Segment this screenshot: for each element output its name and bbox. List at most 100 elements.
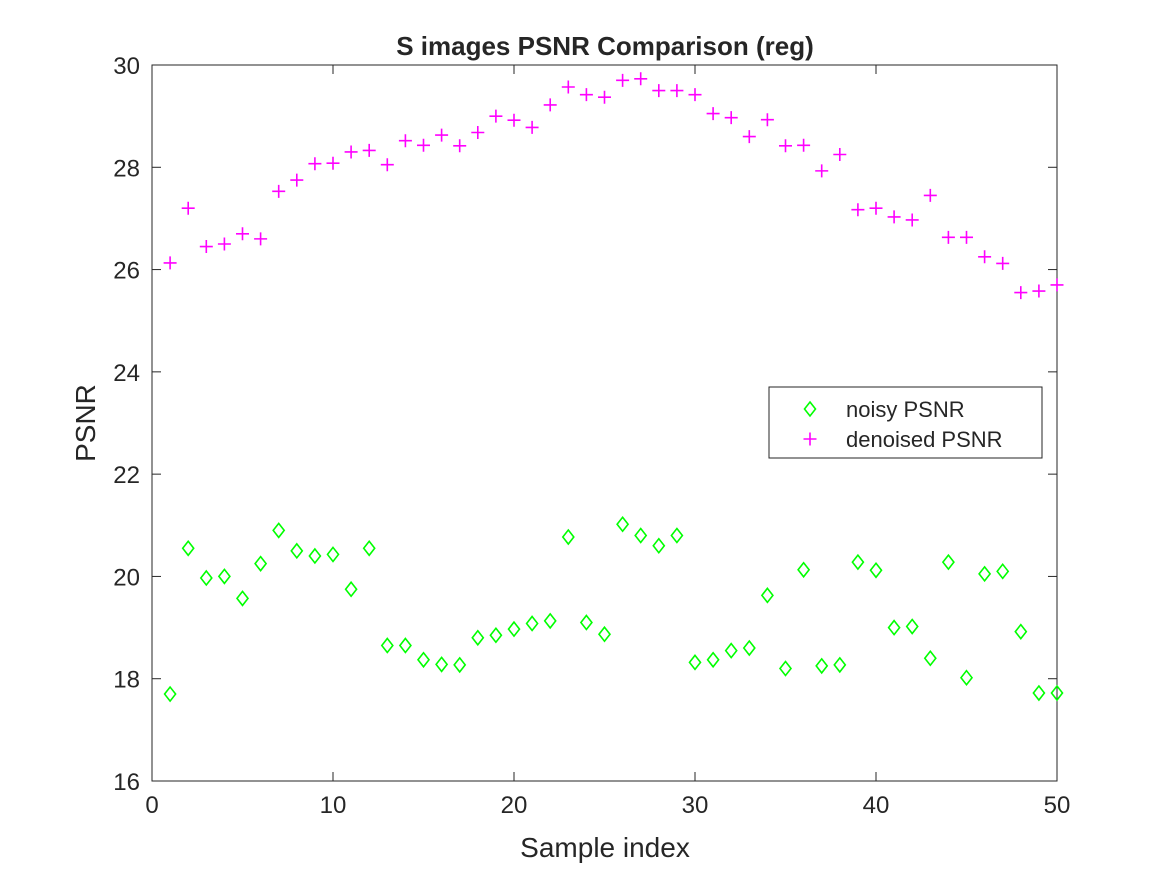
data-point	[1050, 278, 1064, 292]
data-point	[670, 84, 684, 98]
data-point	[290, 173, 304, 187]
data-point	[398, 134, 412, 148]
data-point	[380, 637, 394, 654]
data-point	[923, 188, 937, 202]
data-point	[163, 685, 177, 703]
data-point	[634, 527, 648, 544]
data-point	[996, 563, 1010, 580]
y-tick-label: 18	[113, 667, 140, 694]
x-tick-label: 20	[501, 792, 528, 819]
y-tick-label: 30	[113, 53, 140, 80]
data-point	[941, 230, 955, 244]
data-point	[760, 587, 774, 604]
legend-label-noisy: noisy PSNR	[846, 397, 965, 422]
data-point	[706, 651, 720, 669]
data-point	[978, 250, 992, 264]
data-point	[1014, 623, 1028, 640]
data-point	[235, 590, 250, 607]
x-axis: 0 10 20 30 40 50	[145, 65, 1070, 819]
data-point	[308, 157, 322, 171]
data-point	[941, 553, 955, 571]
data-point	[561, 528, 575, 546]
data-point	[742, 130, 756, 144]
data-point	[236, 227, 249, 241]
data-point	[688, 654, 702, 671]
y-tick-label: 28	[113, 155, 140, 182]
data-point	[815, 164, 829, 178]
data-point	[435, 128, 449, 142]
x-tick-label: 50	[1044, 792, 1071, 819]
data-point	[652, 537, 666, 555]
x-axis-label: Sample index	[520, 832, 690, 863]
data-point	[489, 626, 503, 644]
data-point	[272, 184, 286, 198]
data-point	[779, 139, 792, 153]
x-tick-label: 0	[145, 792, 158, 819]
data-point	[996, 256, 1010, 270]
data-point	[199, 569, 213, 587]
data-point	[724, 642, 738, 659]
data-point	[670, 527, 684, 544]
data-point	[326, 156, 340, 170]
data-point	[344, 145, 358, 159]
data-point	[597, 625, 612, 643]
data-point	[453, 139, 467, 153]
data-point	[887, 619, 901, 636]
data-point	[1032, 284, 1046, 298]
y-axis-label: PSNR	[70, 384, 101, 462]
data-point	[471, 629, 485, 647]
y-tick-label: 16	[113, 769, 140, 796]
series-noisy	[163, 515, 1064, 703]
y-tick-label: 26	[113, 258, 140, 285]
data-point	[742, 639, 756, 657]
legend-box	[768, 386, 1043, 459]
data-point	[380, 158, 394, 172]
data-point	[272, 522, 286, 539]
data-point	[579, 614, 593, 631]
x-tick-label: 40	[863, 792, 890, 819]
data-point	[290, 542, 304, 560]
data-point	[688, 88, 702, 102]
data-point	[181, 540, 195, 557]
legend-diamond-icon	[803, 400, 817, 418]
data-point	[1014, 286, 1028, 300]
y-tick-label: 20	[113, 564, 140, 591]
data-point	[616, 73, 630, 87]
data-point	[634, 72, 648, 86]
data-point	[851, 203, 865, 217]
data-point	[254, 555, 268, 572]
legend-label-denoised: denoised PSNR	[846, 427, 1003, 452]
data-point	[652, 84, 666, 98]
data-point	[869, 201, 883, 215]
data-point	[978, 565, 992, 583]
data-point	[217, 568, 231, 585]
x-tick-label: 30	[682, 792, 709, 819]
y-axis: 16 18 20 22 24 26 28 30	[113, 53, 1057, 796]
data-point	[163, 256, 177, 270]
data-point	[344, 580, 358, 598]
data-point	[507, 620, 521, 638]
data-point	[905, 213, 919, 227]
data-point	[1050, 684, 1064, 702]
chart-title: S images PSNR Comparison (reg)	[396, 31, 814, 61]
data-point	[326, 546, 340, 563]
data-point	[960, 230, 973, 244]
legend-plus-icon	[803, 432, 817, 446]
data-point	[417, 138, 430, 152]
x-tick-label: 10	[320, 792, 347, 819]
data-point	[199, 240, 213, 254]
data-point	[217, 237, 231, 251]
data-point	[833, 148, 847, 161]
data-point	[525, 615, 539, 632]
data-point	[815, 657, 829, 675]
data-point	[543, 98, 557, 112]
data-point	[362, 143, 376, 157]
data-point	[797, 561, 811, 579]
data-point	[1032, 684, 1046, 702]
series-denoised	[163, 72, 1064, 300]
data-point	[923, 649, 937, 667]
legend-marker-noisy	[803, 400, 817, 418]
y-tick-label: 24	[113, 360, 140, 387]
y-tick-label: 22	[113, 462, 140, 489]
